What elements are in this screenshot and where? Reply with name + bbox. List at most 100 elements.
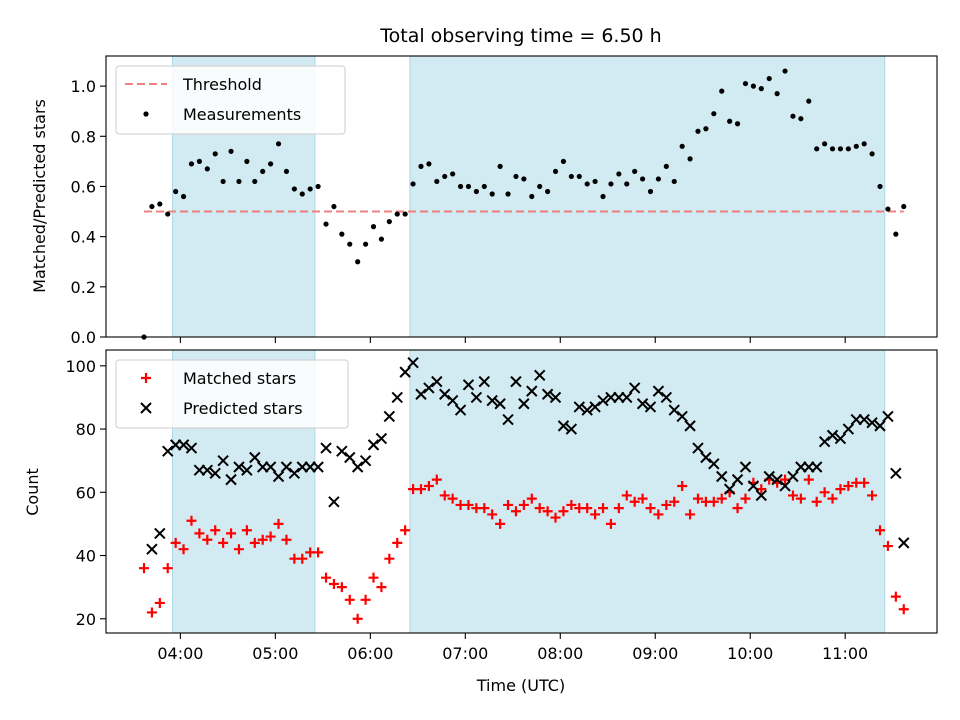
predicted-stars-point: [716, 470, 728, 483]
matched-stars-point: [819, 487, 830, 498]
predicted-stars-point: [731, 473, 744, 486]
matched-stars-point: [780, 474, 791, 485]
matched-stars-point: [431, 474, 442, 485]
matched-stars-point: [740, 493, 751, 504]
predicted-stars-point: [818, 435, 831, 448]
matched-stars-point: [360, 594, 371, 605]
measurement-point: [465, 183, 472, 190]
measurement-point: [584, 181, 590, 187]
measurement-point: [885, 206, 891, 212]
matched-stars-point: [503, 499, 514, 510]
measurement-point: [766, 75, 772, 82]
matched-stars-point: [827, 493, 838, 504]
measurement-point: [315, 183, 321, 190]
matched-stars-point: [811, 496, 822, 507]
measurement-point: [798, 116, 804, 122]
measurement-point: [236, 178, 242, 185]
measurement-point: [655, 176, 662, 182]
measurement-point: [845, 146, 851, 152]
measurement-point: [426, 161, 432, 167]
predicted-stars-point: [826, 429, 839, 442]
predicted-stars-point: [241, 464, 253, 476]
predicted-stars-point: [779, 480, 791, 492]
chart-title: Total observing time = 6.50 h: [379, 25, 661, 47]
measurement-point: [165, 211, 171, 217]
matched-stars-point: [218, 537, 229, 548]
measurement-point: [806, 98, 812, 104]
predicted-stars-point: [359, 454, 372, 467]
predicted-stars-point: [415, 388, 427, 400]
matched-stars-point: [835, 484, 846, 495]
measurement-point: [671, 178, 677, 185]
predicted-stars-point: [383, 410, 396, 423]
ratio-panel: 0.0 0.2 0.4 0.6 0.8 1.0 Matched/Predicted star…: [30, 55, 938, 347]
predicted-stars-point: [446, 394, 459, 407]
measurement-point: [505, 191, 511, 197]
matched-stars-point: [146, 607, 157, 618]
matched-stars-point: [542, 506, 553, 517]
matched-stars-point: [226, 528, 237, 539]
matched-stars-point: [859, 477, 870, 488]
measurement-point: [790, 113, 796, 119]
matched-stars-point: [297, 553, 308, 564]
matched-stars-point: [186, 515, 197, 526]
measurement-point: [149, 203, 155, 210]
measurement-point: [647, 188, 654, 195]
measurement-point: [457, 183, 464, 190]
measurement-point: [275, 141, 282, 147]
y-tick-label: 100: [65, 357, 96, 376]
measurement-point: [196, 158, 202, 164]
measurement-point: [869, 151, 875, 157]
legend-label: Matched stars: [183, 369, 296, 388]
matched-stars-point: [439, 490, 450, 501]
matched-stars-point: [257, 534, 268, 545]
legend-measurement-point-swatch: [143, 111, 149, 117]
predicted-stars-point: [526, 385, 538, 397]
predicted-stars-point: [660, 391, 673, 404]
measurement-point: [616, 171, 622, 177]
matched-stars-point: [162, 563, 173, 574]
measurement-point: [402, 211, 408, 217]
matched-stars-point: [170, 537, 181, 548]
predicted-stars-point: [312, 461, 324, 473]
matched-stars-point: [376, 582, 387, 593]
predicted-stars-point: [431, 375, 443, 388]
predicted-stars-point: [272, 470, 285, 483]
matched-stars-point: [637, 493, 648, 504]
measurement-point: [695, 128, 701, 134]
predicted-stars-point: [810, 461, 823, 473]
predicted-stars-point: [882, 410, 894, 423]
predicted-stars-point: [249, 451, 261, 464]
predicted-stars-point: [320, 442, 332, 454]
predicted-stars-point: [597, 394, 609, 407]
predicted-stars-point: [344, 451, 356, 464]
matched-stars-point: [732, 503, 743, 514]
matched-stars-point: [368, 572, 379, 583]
matched-stars-point: [265, 531, 276, 542]
predicted-stars-point: [399, 366, 411, 378]
measurement-point: [473, 188, 479, 195]
predicted-stars-point: [454, 404, 467, 416]
measurement-point: [608, 181, 614, 187]
predicted-stars-point: [533, 369, 546, 382]
predicted-stars-point: [652, 385, 665, 397]
measurement-point: [481, 183, 487, 190]
measurement-point: [450, 171, 456, 177]
predicted-stars-point: [636, 398, 649, 410]
matched-stars-point: [138, 563, 149, 574]
predicted-stars-point: [581, 404, 593, 416]
predicted-stars-point: [478, 375, 491, 388]
matched-stars-point: [281, 534, 292, 545]
measurement-point: [893, 231, 899, 237]
predicted-stars-point: [439, 388, 451, 400]
measurement-point: [244, 158, 250, 164]
x-tick-label: 10:00: [727, 644, 773, 663]
measurement-point: [434, 178, 440, 185]
matched-stars-point: [843, 480, 854, 491]
predicted-stars-point: [858, 413, 870, 426]
predicted-stars-point: [470, 391, 483, 404]
predicted-stars-point: [502, 413, 514, 426]
predicted-stars-point: [288, 467, 301, 480]
matched-stars-point: [241, 525, 252, 536]
matched-stars-point: [210, 525, 221, 536]
